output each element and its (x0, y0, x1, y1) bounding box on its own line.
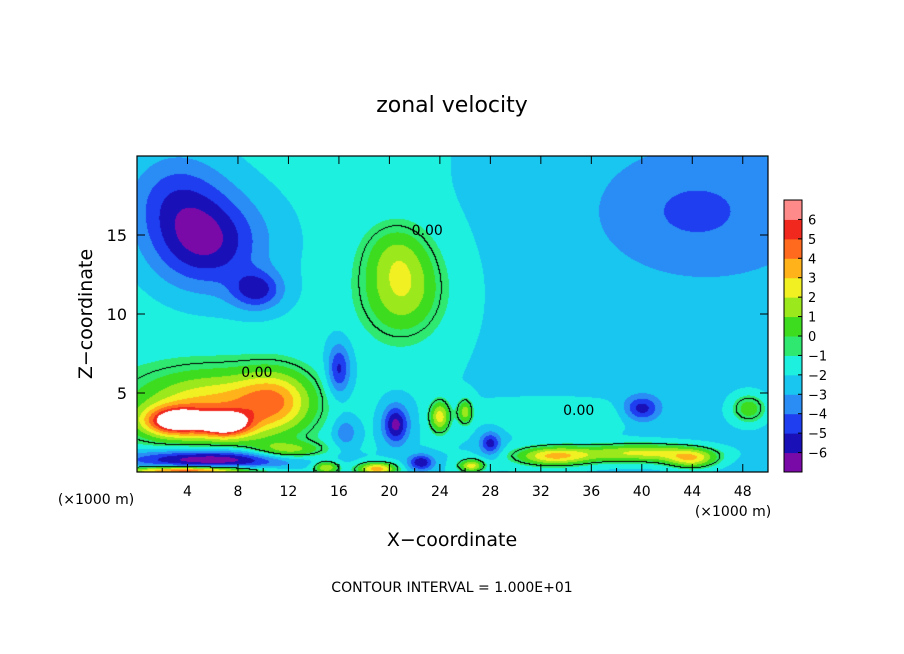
x-tick-label: 16 (330, 484, 348, 500)
colorbar-tick-label: −5 (808, 427, 827, 442)
x-tick-label: 36 (582, 484, 600, 500)
colorbar-swatch (784, 394, 802, 415)
x-units-left: (×1000 m) (58, 492, 134, 508)
colorbar-tick-label: −4 (808, 408, 827, 423)
contour-label: 0.00 (241, 365, 272, 381)
colorbar-tick-label: 0 (808, 330, 816, 345)
heatmap-field (137, 156, 768, 472)
colorbar-labels: 6 5 4 3 2 1 0 −1 −2 −3 −4 −5 −6 (798, 213, 827, 462)
x-tick-label: 24 (431, 484, 449, 500)
y-tick-label: 10 (107, 305, 127, 324)
x-tick-label: 28 (481, 484, 499, 500)
x-axis-label: X−coordinate (387, 529, 517, 551)
colorbar-tick-label: 6 (808, 213, 816, 228)
x-tick-label: 32 (532, 484, 550, 500)
chart-title: zonal velocity (376, 93, 528, 118)
colorbar-swatch (784, 277, 802, 298)
colorbar-tick-label: 5 (808, 233, 816, 248)
colorbar-swatch (784, 297, 802, 318)
plot-area: 0.000.000.00 4 8 12 16 20 24 28 32 36 40 44 48 5101… (107, 155, 769, 500)
colorbar-tick-label: 1 (808, 311, 816, 326)
x-tick-label: 40 (633, 484, 651, 500)
colorbar-swatches (783, 199, 803, 473)
y-tick-label: 15 (107, 226, 127, 245)
y-axis-ticks: 5 10 15 (107, 226, 768, 403)
x-tick-label: 44 (683, 484, 701, 500)
colorbar-swatch (784, 258, 802, 279)
colorbar-swatch (784, 238, 802, 259)
colorbar-tick-label: −2 (808, 369, 827, 384)
colorbar-swatch (784, 433, 802, 454)
colorbar-tick-label: −1 (808, 349, 827, 364)
colorbar-swatch (784, 452, 802, 473)
y-axis-label: Z−coordinate (75, 249, 97, 379)
colorbar-swatch (784, 413, 802, 434)
colorbar-tick-label: 2 (808, 291, 816, 306)
y-tick-label: 5 (117, 384, 127, 403)
x-tick-label: 8 (233, 484, 242, 500)
colorbar-swatch (784, 316, 802, 337)
colorbar-tick-label: 3 (808, 272, 816, 287)
x-axis-ticks: 4 8 12 16 20 24 28 32 36 40 44 48 (161, 156, 752, 500)
colorbar-swatch (784, 374, 802, 395)
zero-contour: 0.00 0.00 0.00 (241, 223, 594, 419)
colorbar-tick-label: −6 (808, 447, 827, 462)
contour-label: 0.00 (412, 223, 443, 239)
colorbar-tick-label: −3 (808, 388, 827, 403)
contour-interval-note: CONTOUR INTERVAL = 1.000E+01 (331, 580, 572, 596)
colorbar-swatch (784, 200, 802, 220)
x-units-right: (×1000 m) (695, 504, 771, 520)
x-tick-label: 20 (380, 484, 398, 500)
colorbar-swatch (784, 336, 802, 356)
colorbar: 6 5 4 3 2 1 0 −1 −2 −3 −4 −5 −6 (783, 199, 827, 473)
x-tick-label: 48 (734, 484, 752, 500)
colorbar-swatch (784, 355, 802, 376)
x-tick-label: 4 (183, 484, 192, 500)
contour-label: 0.00 (563, 403, 594, 419)
colorbar-swatch (784, 219, 802, 240)
x-tick-label: 12 (280, 484, 298, 500)
colorbar-tick-label: 4 (808, 252, 816, 267)
